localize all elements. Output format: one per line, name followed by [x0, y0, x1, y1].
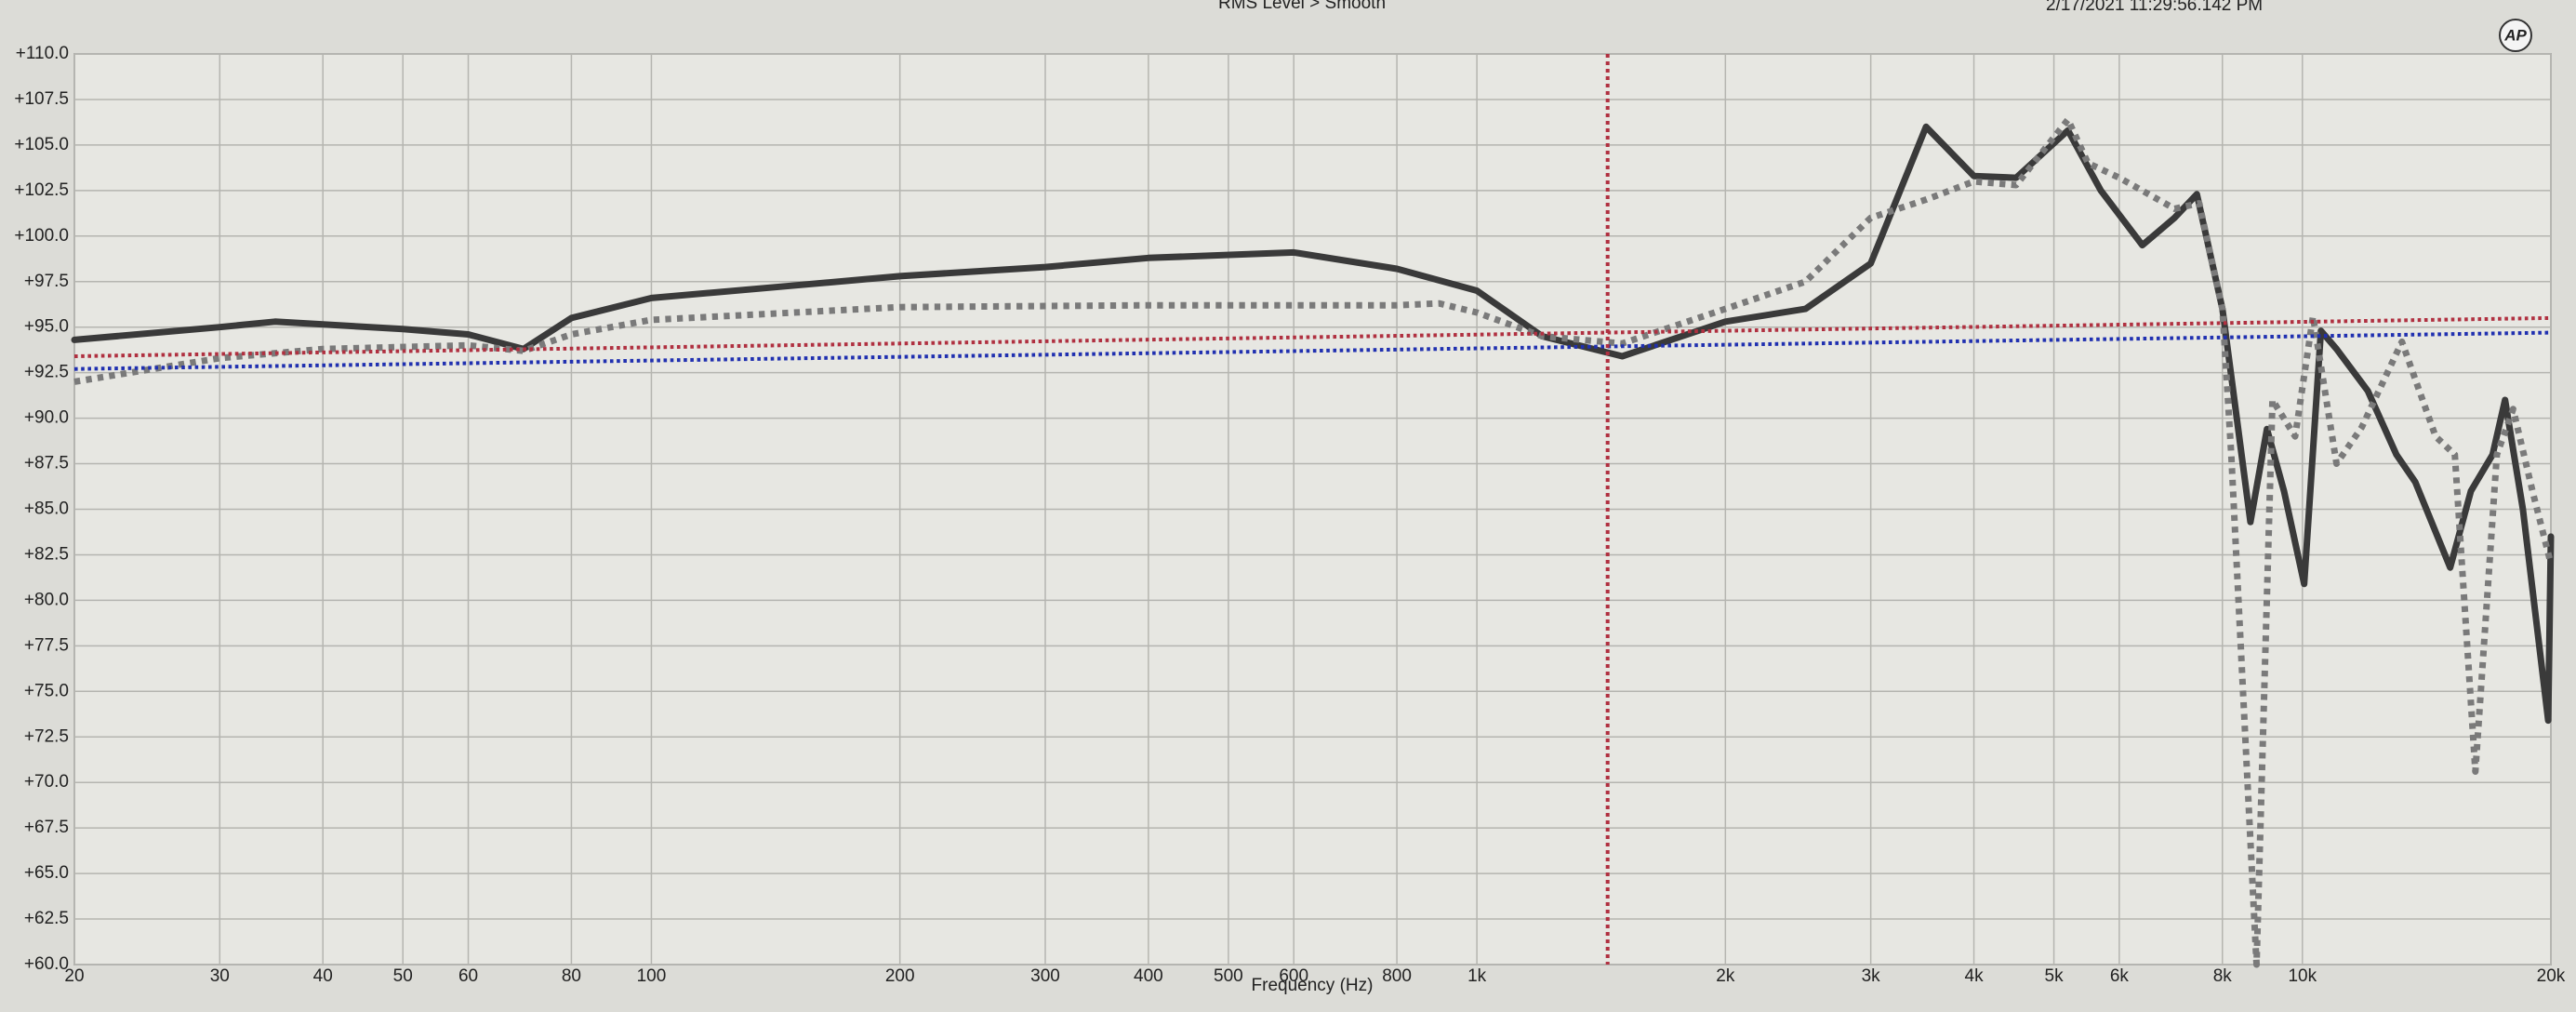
y-tick-label: +90.0 [24, 408, 69, 428]
x-tick-label: 1k [1467, 966, 1487, 986]
chart-title: RMS Level > Smooth [1218, 0, 1386, 13]
x-tick-label: 2k [1716, 966, 1735, 986]
x-tick-label: 200 [885, 966, 915, 986]
y-tick-label: +110.0 [16, 44, 69, 63]
y-tick-label: +70.0 [24, 772, 69, 792]
x-tick-label: 80 [562, 966, 581, 986]
y-tick-label: +85.0 [24, 499, 69, 519]
x-tick-label: 6k [2110, 966, 2130, 986]
x-tick-label: 30 [210, 966, 230, 986]
y-tick-label: +60.0 [24, 954, 69, 974]
series-line [73, 330, 2552, 371]
y-tick-label: +67.5 [24, 818, 69, 837]
y-tick-label: +75.0 [24, 681, 69, 700]
x-tick-label: 800 [1382, 966, 1412, 986]
y-tick-label: +72.5 [24, 726, 69, 746]
x-tick-label: 20k [2537, 966, 2566, 986]
y-tick-label: +77.5 [24, 635, 69, 655]
series-line [73, 116, 2555, 968]
x-tick-label: 5k [2045, 966, 2065, 986]
x-tick-label: 3k [1862, 966, 1881, 986]
logo: AP [2503, 26, 2527, 44]
y-tick-label: +107.5 [14, 89, 69, 109]
x-tick-label: 40 [313, 966, 333, 986]
series-line [73, 315, 2552, 358]
x-tick-label: 400 [1134, 966, 1163, 986]
grid [73, 53, 2552, 965]
x-tick-label: 500 [1214, 966, 1243, 986]
x-tick-label: 300 [1030, 966, 1060, 986]
x-tick-label: 100 [637, 966, 667, 986]
y-tick-label: +87.5 [24, 454, 69, 473]
y-tick-label: +100.0 [14, 226, 69, 246]
y-tick-label: +105.0 [14, 135, 69, 154]
series-line [71, 123, 2555, 725]
y-tick-label: +97.5 [24, 272, 69, 291]
logo-badge [2499, 19, 2532, 52]
x-tick-label: 600 [1279, 966, 1308, 986]
x-axis-label: Frequency (Hz) [1252, 976, 1374, 995]
x-tick-label: 60 [458, 966, 478, 986]
y-tick-label: +62.5 [24, 909, 69, 928]
y-tick-label: +80.0 [24, 590, 69, 609]
x-tick-label: 20 [64, 966, 84, 986]
x-tick-label: 10k [2288, 966, 2317, 986]
y-tick-label: +65.0 [24, 863, 69, 883]
x-tick-label: 8k [2213, 966, 2233, 986]
timestamp: 2/17/2021 11:29:56.142 PM [2046, 0, 2263, 15]
y-tick-label: +92.5 [24, 363, 69, 382]
y-tick-label: +102.5 [14, 180, 69, 200]
x-tick-label: 4k [1965, 966, 1985, 986]
y-tick-label: +82.5 [24, 544, 69, 564]
x-tick-label: 50 [393, 966, 413, 986]
lines [71, 54, 2555, 968]
y-tick-label: +95.0 [24, 317, 69, 337]
